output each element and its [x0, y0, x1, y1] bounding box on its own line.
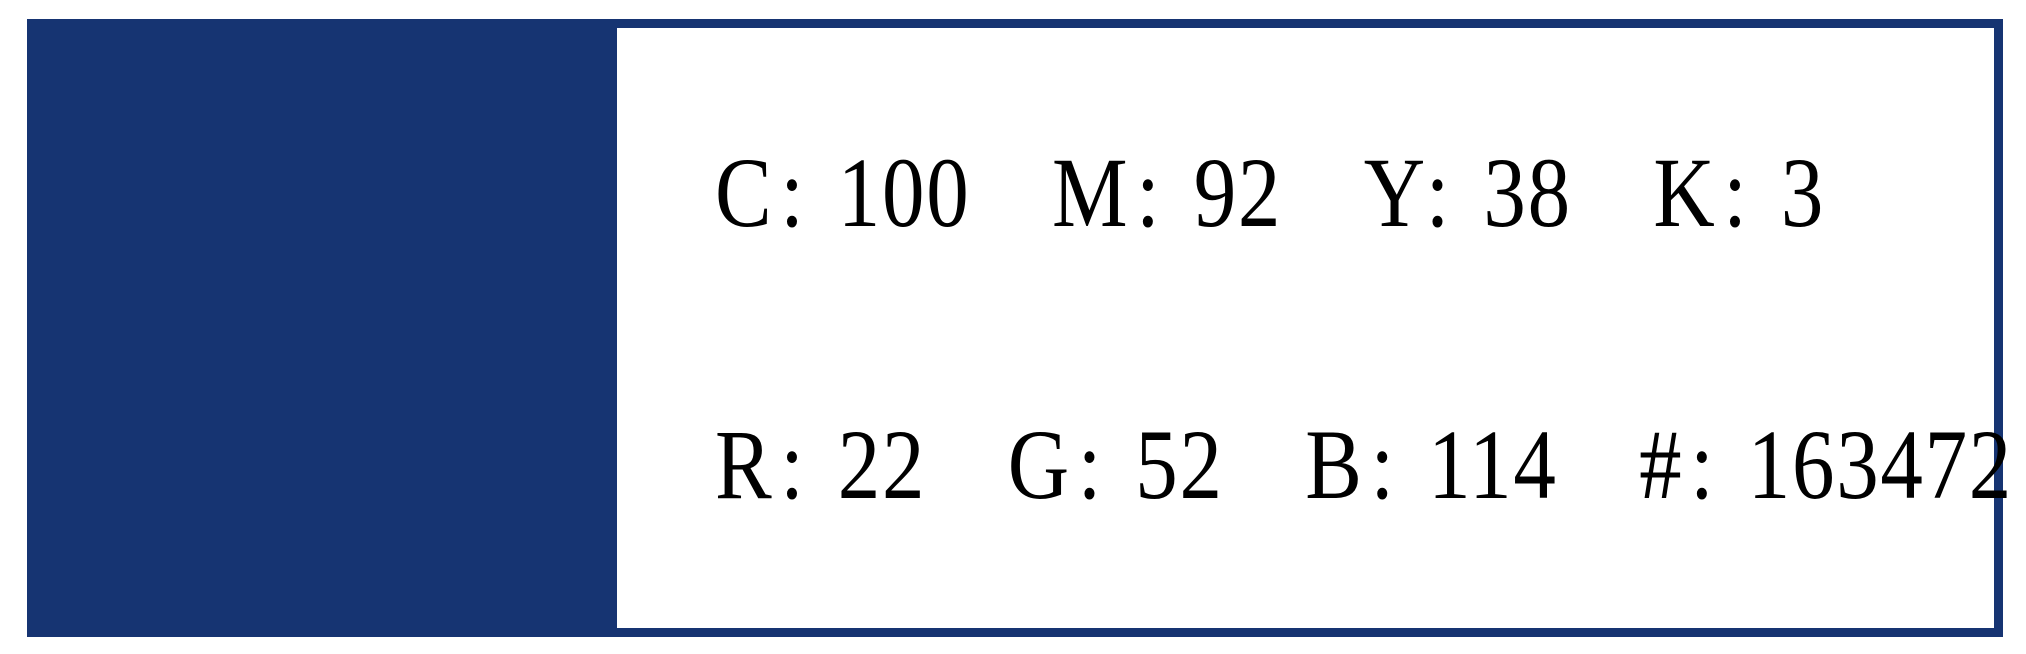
cmyk-black: K: 3 [1653, 143, 1825, 243]
color-values-panel: C: 100 M: 92 Y: 38 K: 3 R: [617, 28, 2011, 628]
cmyk-black-value: 3 [1780, 137, 1826, 248]
cmyk-magenta-label: M: [1052, 137, 1169, 248]
rgb-red-value: 22 [837, 409, 927, 520]
cmyk-black-label: K: [1653, 137, 1756, 248]
cmyk-cyan-label: C: [715, 137, 813, 248]
rgb-hex-values-row: R: 22 G: 52 B: 114 #: 163472 [715, 415, 2013, 515]
rgb-green: G: 52 [1008, 415, 1224, 515]
cmyk-yellow-value: 38 [1483, 137, 1572, 248]
cmyk-values-row: C: 100 M: 92 Y: 38 K: 3 [715, 143, 1825, 243]
cmyk-cyan-value: 100 [837, 137, 971, 248]
rgb-blue-value: 114 [1428, 409, 1558, 520]
cmyk-magenta-value: 92 [1193, 137, 1283, 248]
rgb-blue-label: B: [1305, 409, 1403, 520]
cmyk-magenta: M: 92 [1052, 143, 1282, 243]
cmyk-yellow: Y: 38 [1364, 143, 1572, 243]
rgb-green-label: G: [1007, 409, 1110, 520]
cmyk-yellow-label: Y: [1363, 137, 1458, 248]
rgb-blue: B: 114 [1305, 415, 1557, 515]
color-card: C: 100 M: 92 Y: 38 K: 3 R: [27, 19, 2011, 637]
rgb-red-label: R: [715, 409, 813, 520]
color-swatch [36, 28, 617, 628]
rgb-red: R: 22 [715, 415, 926, 515]
hex-code: #: 163472 [1639, 415, 2013, 515]
rgb-green-value: 52 [1135, 409, 1224, 520]
cmyk-cyan: C: 100 [715, 143, 970, 243]
hex-code-label: #: [1639, 409, 1723, 520]
hex-code-value: 163472 [1747, 409, 2014, 520]
